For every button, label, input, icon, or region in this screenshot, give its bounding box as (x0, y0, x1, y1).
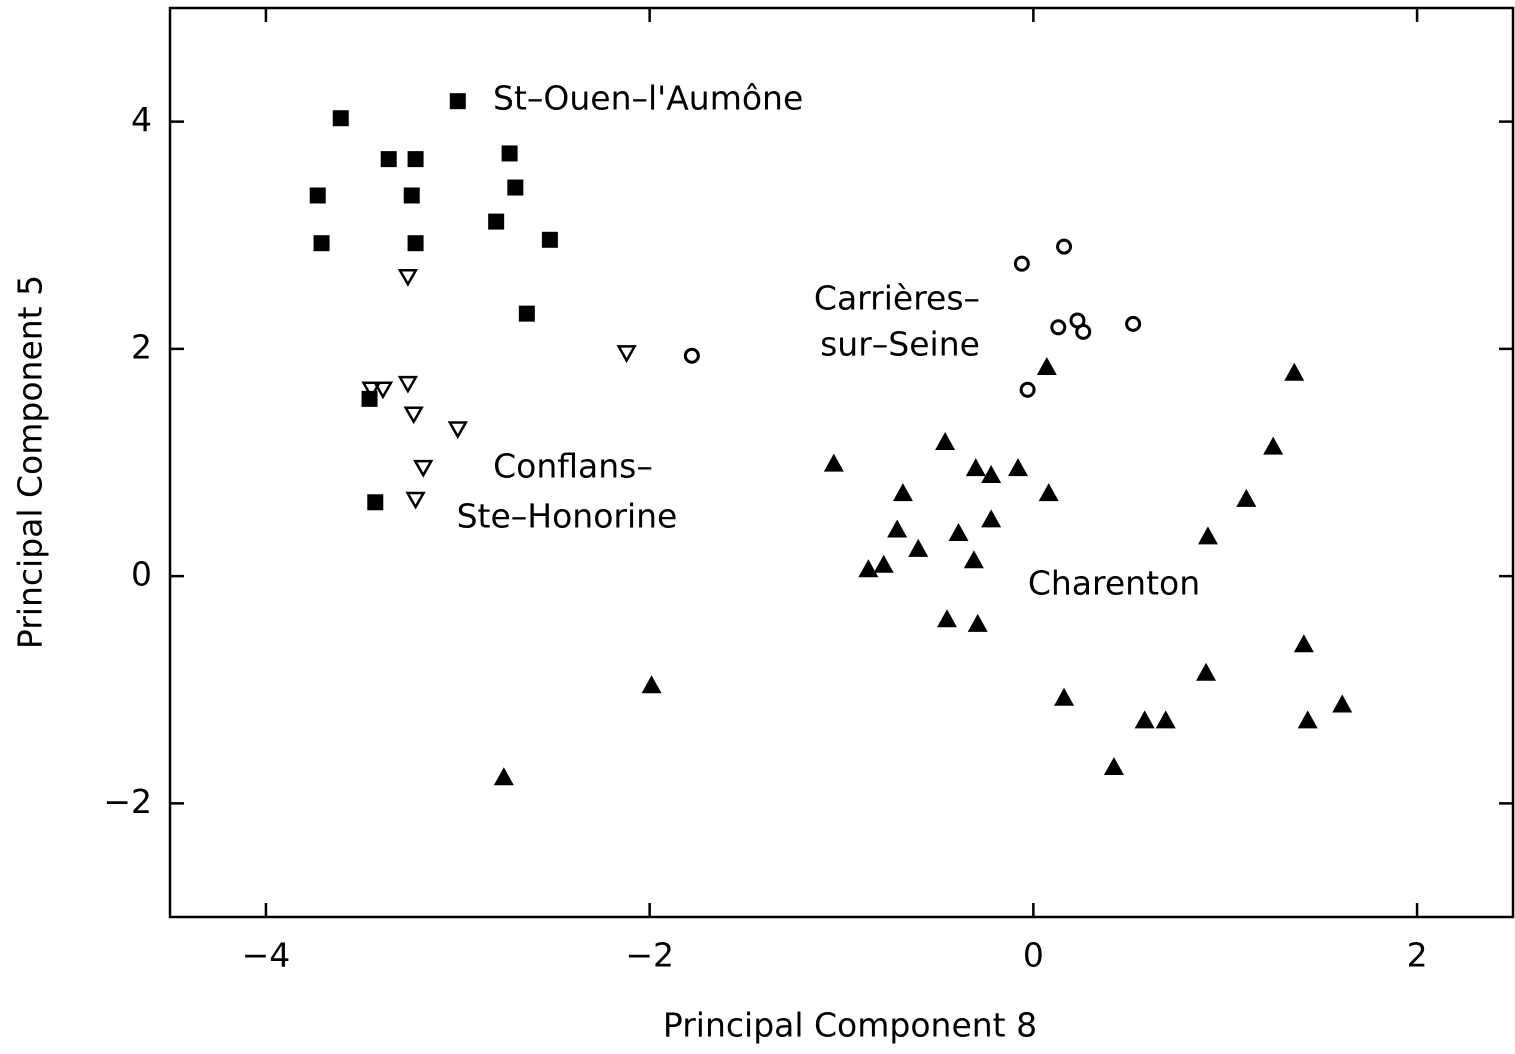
point (372, 381, 394, 400)
point (1103, 757, 1124, 776)
point (641, 675, 662, 694)
point (1038, 483, 1059, 502)
annotation: sur–Seine (820, 325, 980, 364)
point (1197, 526, 1218, 545)
annotation: St–Ouen–l'Aumône (493, 79, 803, 118)
point (1125, 315, 1142, 332)
point (1284, 362, 1305, 381)
point (908, 538, 929, 557)
point (935, 432, 956, 451)
x-tick-label: 2 (1407, 936, 1428, 975)
point (981, 464, 1002, 483)
x-axis-label: Principal Component 8 (663, 1006, 1037, 1045)
point (367, 494, 384, 511)
point (309, 187, 326, 204)
y-tick-label: 4 (131, 100, 152, 139)
annotation: Conflans– (493, 447, 653, 486)
point (501, 145, 518, 162)
point (313, 235, 330, 252)
point (873, 554, 894, 573)
y-axis-label: Principal Component 5 (11, 275, 50, 649)
point (1263, 436, 1284, 455)
point (541, 231, 558, 248)
point (447, 421, 468, 440)
point (892, 483, 913, 502)
point (1236, 488, 1257, 507)
x-tick-label: 0 (1023, 936, 1044, 975)
point (493, 767, 514, 786)
point (380, 151, 397, 168)
y-tick-label: 2 (131, 327, 152, 366)
point (397, 269, 419, 287)
point (403, 406, 424, 425)
annotation: Ste–Honorine (457, 497, 678, 536)
point (397, 375, 419, 394)
point (1056, 238, 1073, 255)
point (403, 187, 420, 204)
point (1155, 710, 1176, 729)
y-tick-label: −2 (103, 782, 152, 821)
point (967, 613, 988, 632)
point (965, 458, 986, 477)
point (1019, 381, 1036, 398)
point (948, 522, 969, 541)
point (1036, 357, 1057, 376)
annotation: Charenton (1028, 564, 1200, 603)
point (963, 550, 984, 569)
plot-frame (168, 6, 1515, 919)
point (407, 151, 424, 168)
point (1134, 710, 1155, 729)
point (407, 235, 424, 252)
point (1050, 319, 1067, 336)
point (683, 347, 700, 364)
point (488, 213, 505, 230)
point (1332, 694, 1353, 713)
point (413, 459, 434, 478)
point (887, 519, 908, 538)
point (858, 559, 879, 578)
point (823, 453, 844, 472)
point (1297, 710, 1318, 729)
point (332, 110, 349, 127)
y-tick-label: 0 (131, 555, 152, 594)
point (1196, 662, 1217, 681)
point (518, 305, 535, 322)
point (1054, 687, 1075, 706)
x-tick-label: −2 (625, 936, 674, 975)
x-tick-label: −4 (242, 936, 291, 975)
point (616, 345, 637, 363)
point (981, 509, 1002, 528)
point (1293, 634, 1314, 653)
point (405, 491, 426, 510)
point (937, 609, 958, 628)
point (507, 179, 524, 196)
point (449, 93, 466, 110)
point (1013, 255, 1030, 272)
annotation: Carrières– (814, 279, 980, 318)
point (361, 381, 382, 400)
point (1008, 458, 1029, 477)
point (1075, 323, 1092, 340)
